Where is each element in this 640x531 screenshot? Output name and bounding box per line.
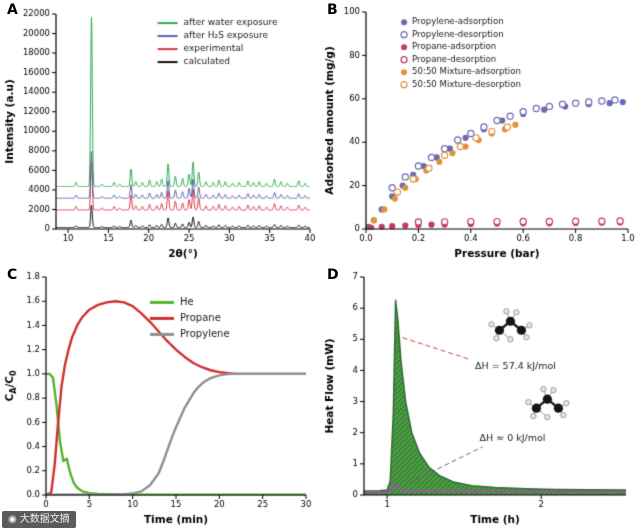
watermark-text: 大数据文摘 bbox=[19, 514, 70, 525]
panel-c-label: C bbox=[7, 267, 18, 283]
panel-b: B bbox=[320, 0, 640, 265]
xrd-chart bbox=[0, 0, 320, 265]
adsorption-isotherm-chart bbox=[320, 0, 640, 265]
panel-b-label: B bbox=[327, 2, 338, 18]
panel-d-label: D bbox=[327, 267, 339, 283]
watermark: ◉ 大数据文摘 bbox=[2, 511, 76, 528]
breakthrough-curve-chart bbox=[0, 265, 320, 531]
watermark-icon: ◉ bbox=[8, 514, 17, 525]
panel-a: A bbox=[0, 0, 320, 265]
panel-c: C bbox=[0, 265, 320, 531]
panel-a-label: A bbox=[7, 2, 18, 18]
panel-d: D bbox=[320, 265, 640, 531]
heat-flow-chart bbox=[320, 265, 640, 531]
